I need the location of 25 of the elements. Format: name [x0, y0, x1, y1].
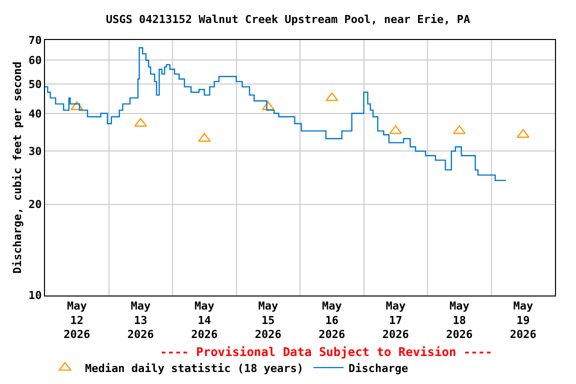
y-tick-label: 60: [28, 54, 42, 68]
point: [326, 92, 338, 102]
x-tick-label: May 19 2026: [510, 299, 537, 342]
x-tick-label: May 12 2026: [64, 299, 90, 342]
x-tick-label: May 16 2026: [318, 299, 346, 342]
x-tick-label: May 13 2026: [127, 299, 154, 342]
point: [453, 125, 466, 134]
x-tick-label: May 15 2026: [254, 299, 282, 342]
x-tick-label: May 18 2026: [446, 299, 473, 342]
x-tick-label: May 17 2026: [382, 299, 410, 342]
y-tick-label: 10: [28, 289, 42, 302]
chart-title: USGS 04213152 Walnut Creek Upstream Pool, near Erie, PA: [106, 13, 470, 26]
legend-label: Discharge: [348, 362, 409, 375]
text: ---- Provisional Data Subject to Revision ----: [160, 345, 492, 359]
x-tick-label: May 14 2026: [191, 299, 218, 342]
y-tick-label: 20: [28, 198, 42, 212]
legend-label: Median daily statistic (18 years): [85, 362, 304, 375]
point: [262, 101, 274, 110]
y-tick-label: 40: [28, 107, 42, 120]
y-axis-title: Discharge, cubic feet per second: [11, 62, 24, 274]
y-tick-label: 30: [28, 145, 42, 158]
point: [389, 125, 402, 134]
y-tick-label: 70: [28, 34, 42, 47]
y-tick-label: 50: [28, 78, 42, 91]
point: [70, 101, 84, 110]
